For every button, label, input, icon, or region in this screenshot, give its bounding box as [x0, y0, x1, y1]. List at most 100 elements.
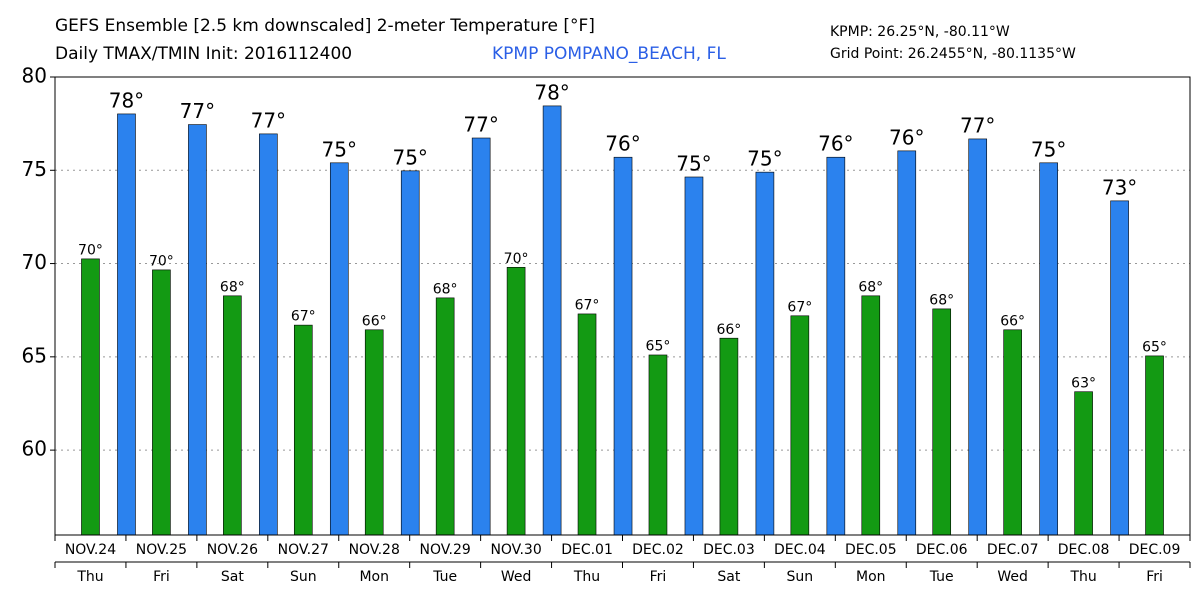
x-tick-label: NOV.28 — [349, 542, 400, 558]
value-label: 67° — [787, 299, 812, 315]
value-label: 75° — [676, 151, 711, 175]
weekday-label: Mon — [856, 569, 886, 585]
x-tick-label: NOV.30 — [490, 542, 541, 558]
y-tick-label: 70 — [22, 250, 47, 274]
bar — [188, 124, 207, 536]
weekday-label: Thu — [76, 569, 103, 585]
bar — [435, 297, 455, 536]
value-label: 76° — [889, 125, 924, 149]
bar — [968, 138, 988, 536]
weekday-label: Sat — [717, 569, 740, 585]
weekday-label: Fri — [650, 569, 667, 585]
bar — [400, 170, 420, 536]
weekday-label: Sat — [221, 569, 244, 585]
chart-title: GEFS Ensemble [2.5 km downscaled] 2-mete… — [55, 16, 595, 36]
value-label: 78° — [109, 88, 144, 112]
y-tick-label: 60 — [22, 437, 47, 461]
bar — [223, 295, 242, 536]
bar — [755, 171, 775, 536]
bar — [329, 162, 349, 536]
value-label: 66° — [362, 313, 387, 329]
bar — [471, 137, 491, 536]
x-tick-label: NOV.27 — [278, 542, 329, 558]
value-label: 65° — [1142, 340, 1167, 356]
location: KPMP: 26.25°N, -80.11°W — [830, 24, 1010, 40]
bar — [648, 354, 668, 536]
value-label: 68° — [929, 292, 954, 308]
bar — [719, 337, 739, 536]
weekday-label: Wed — [997, 569, 1028, 585]
weekday-label: Fri — [153, 569, 170, 585]
value-label: 75° — [1031, 137, 1066, 161]
value-label: 68° — [433, 281, 458, 297]
bar — [364, 329, 384, 536]
bar — [897, 150, 917, 536]
value-label: 78° — [534, 80, 569, 104]
weekday-label: Tue — [929, 569, 954, 585]
value-label: 75° — [747, 147, 782, 171]
weekday-label: Mon — [359, 569, 389, 585]
value-label: 76° — [818, 132, 853, 156]
bar — [152, 269, 171, 536]
bar — [1039, 162, 1058, 536]
bar — [259, 133, 278, 536]
value-label: 73° — [1102, 175, 1137, 199]
bar — [577, 313, 597, 536]
weekday-label: Sun — [787, 569, 814, 585]
value-label: 76° — [605, 132, 640, 156]
value-label: 77° — [463, 113, 498, 137]
bar — [1110, 200, 1129, 536]
value-label: 68° — [858, 279, 883, 295]
value-label: 75° — [322, 137, 357, 161]
value-label: 63° — [1071, 375, 1096, 391]
x-tick-label: DEC.02 — [632, 542, 684, 558]
value-label: 65° — [646, 339, 671, 355]
value-label: 77° — [960, 113, 995, 137]
bar — [1074, 391, 1093, 536]
weekday-label: Wed — [501, 569, 532, 585]
bar — [613, 156, 633, 536]
bar — [826, 156, 846, 536]
x-tick-label: DEC.05 — [845, 542, 897, 558]
weekday-label: Fri — [1146, 569, 1163, 585]
x-tick-label: NOV.25 — [136, 542, 187, 558]
x-tick-label: DEC.06 — [916, 542, 968, 558]
weekday-label: Tue — [432, 569, 457, 585]
x-tick-label: NOV.29 — [420, 542, 471, 558]
station-name: KPMP POMPANO_BEACH, FL — [492, 44, 726, 64]
value-label: 77° — [180, 99, 215, 123]
value-label: 75° — [392, 145, 427, 169]
value-label: 77° — [251, 108, 286, 132]
y-tick-label: 75 — [22, 157, 47, 181]
value-label: 66° — [1000, 313, 1025, 329]
weekday-label: Sun — [290, 569, 317, 585]
chart-subtitle: Daily TMAX/TMIN Init: 2016112400 — [55, 44, 352, 64]
value-label: 68° — [220, 279, 245, 295]
x-tick-label: DEC.04 — [774, 542, 826, 558]
bar — [861, 295, 881, 536]
bar — [293, 324, 313, 536]
value-label: 66° — [716, 322, 741, 338]
value-label: 70° — [149, 254, 174, 270]
value-label: 70° — [78, 242, 103, 258]
x-tick-label: NOV.24 — [65, 542, 116, 558]
x-tick-label: DEC.07 — [987, 542, 1039, 558]
bar — [932, 308, 952, 536]
value-label: 70° — [504, 251, 529, 267]
y-tick-label: 80 — [22, 64, 47, 88]
bar — [117, 113, 136, 536]
weekday-label: Thu — [1069, 569, 1096, 585]
x-tick-label: NOV.26 — [207, 542, 258, 558]
bar — [81, 258, 100, 536]
bar — [1145, 355, 1164, 536]
x-tick-label: DEC.08 — [1058, 542, 1110, 558]
x-tick-label: DEC.09 — [1129, 542, 1181, 558]
grid-point: Grid Point: 26.2455°N, -80.1135°W — [830, 46, 1076, 62]
bar — [684, 176, 704, 536]
x-tick-label: DEC.03 — [703, 542, 755, 558]
value-label: 67° — [291, 309, 316, 325]
bar — [1003, 329, 1022, 536]
value-label: 67° — [575, 298, 600, 314]
y-tick-label: 65 — [22, 343, 47, 367]
